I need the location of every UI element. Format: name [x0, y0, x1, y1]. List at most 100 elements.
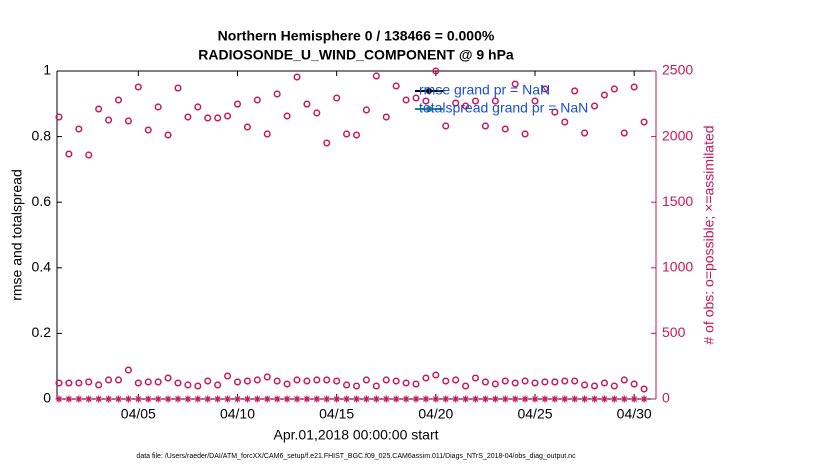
marker-star	[581, 395, 589, 403]
marker-circle	[610, 382, 618, 390]
marker-circle	[224, 112, 232, 120]
marker-star	[511, 395, 519, 403]
marker-circle	[105, 376, 113, 384]
legend-marker	[426, 88, 432, 94]
marker-circle	[372, 72, 380, 80]
marker-circle	[313, 376, 321, 384]
y2-tick-label: 0	[662, 390, 670, 406]
marker-star	[95, 395, 103, 403]
marker-star	[184, 395, 192, 403]
marker-circle	[481, 122, 489, 130]
marker-star	[303, 395, 311, 403]
marker-star	[382, 395, 390, 403]
marker-circle	[432, 371, 440, 379]
marker-star	[263, 395, 271, 403]
marker-circle	[164, 131, 172, 139]
marker-circle	[551, 378, 559, 386]
marker-star	[214, 395, 222, 403]
marker-circle	[204, 114, 212, 122]
marker-star	[293, 395, 301, 403]
marker-circle	[501, 377, 509, 385]
legend-marker	[426, 106, 432, 112]
marker-circle	[95, 381, 103, 389]
marker-circle	[571, 377, 579, 385]
marker-star	[462, 395, 470, 403]
marker-circle	[511, 80, 519, 88]
marker-circle	[303, 100, 311, 108]
chart-title: RADIOSONDE_U_WIND_COMPONENT @ 9 hPa	[198, 47, 514, 63]
marker-circle	[352, 131, 361, 139]
marker-circle	[630, 83, 638, 91]
marker-star	[402, 395, 410, 403]
marker-circle	[581, 129, 589, 137]
marker-star	[452, 395, 460, 403]
marker-circle	[432, 67, 440, 75]
y-tick-label: 0	[43, 390, 51, 406]
marker-star	[174, 395, 182, 403]
marker-star	[124, 395, 132, 403]
marker-circle	[412, 94, 420, 102]
marker-star	[55, 395, 63, 403]
marker-circle	[184, 113, 192, 121]
marker-star	[105, 395, 113, 403]
x-tick-label: 04/10	[220, 406, 255, 422]
y2-tick-label: 2000	[662, 127, 693, 143]
legend-label: rmse grand pr = NaN	[419, 82, 550, 98]
marker-circle	[620, 376, 628, 384]
marker-circle	[362, 106, 370, 114]
marker-star	[224, 395, 232, 403]
marker-circle	[402, 96, 410, 104]
marker-circle	[313, 109, 321, 117]
marker-circle	[134, 379, 142, 387]
marker-circle	[600, 91, 608, 99]
marker-circle	[442, 377, 450, 385]
marker-circle	[214, 381, 222, 389]
marker-star	[541, 395, 549, 403]
marker-star	[640, 395, 648, 403]
marker-circle	[402, 379, 410, 387]
marker-circle	[154, 378, 162, 386]
marker-star	[412, 395, 420, 403]
marker-circle	[263, 130, 271, 138]
marker-circle	[283, 380, 291, 388]
marker-circle	[253, 96, 261, 104]
x-tick-label: 04/15	[319, 406, 354, 422]
marker-circle	[65, 150, 73, 158]
marker-star	[154, 395, 162, 403]
x-tick-label: 04/05	[121, 406, 156, 422]
marker-circle	[65, 379, 73, 387]
x-tick-label: 04/30	[617, 406, 652, 422]
marker-circle	[174, 379, 182, 387]
marker-circle	[273, 377, 281, 385]
marker-circle	[194, 103, 202, 111]
marker-star	[313, 395, 321, 403]
marker-circle	[114, 96, 123, 104]
marker-circle	[224, 372, 232, 380]
marker-circle	[590, 382, 599, 390]
marker-star	[392, 395, 400, 403]
marker-star	[501, 395, 509, 403]
marker-circle	[293, 376, 301, 384]
marker-circle	[144, 378, 152, 386]
marker-circle	[541, 378, 549, 386]
marker-circle	[204, 377, 212, 385]
legend-label: totalspread grand pr = NaN	[419, 100, 588, 116]
y-tick-label: 0.6	[32, 193, 52, 209]
marker-circle	[85, 151, 93, 159]
marker-star	[620, 395, 628, 403]
marker-circle	[571, 87, 579, 95]
marker-circle	[422, 374, 430, 382]
marker-circle	[323, 376, 331, 384]
marker-circle	[531, 379, 539, 387]
marker-star	[432, 395, 440, 403]
marker-star	[233, 395, 241, 403]
marker-circle	[75, 125, 83, 133]
marker-circle	[640, 385, 648, 393]
marker-circle	[620, 129, 628, 137]
marker-circle	[442, 122, 450, 130]
marker-star	[561, 395, 569, 403]
marker-circle	[521, 377, 529, 385]
marker-star	[491, 395, 499, 403]
marker-circle	[85, 378, 93, 386]
marker-star	[273, 395, 281, 403]
